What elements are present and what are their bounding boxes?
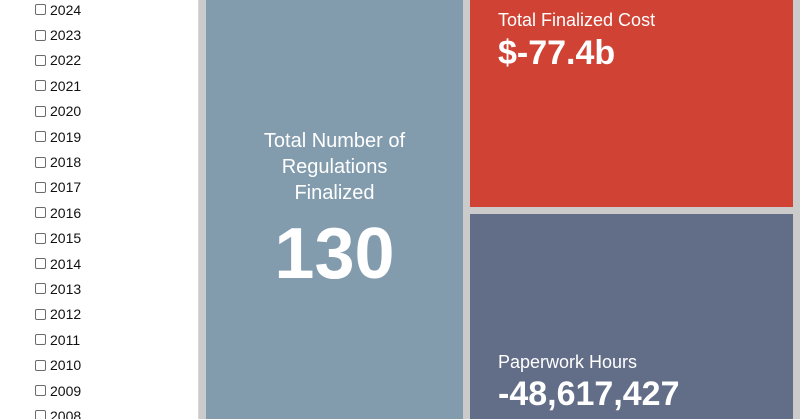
year-filter-panel: 2024 2023 2022 2021 2020 2019 2018 2017 2016 2015… [0, 0, 199, 419]
year-checkbox-2023[interactable] [35, 29, 46, 41]
year-item-2024[interactable]: 2024 [35, 0, 81, 22]
finalized-cost-tile: Total Finalized Cost $-77.4b [470, 0, 793, 207]
year-checkbox-2010[interactable] [35, 359, 46, 371]
year-item-2015[interactable]: 2015 [35, 226, 81, 251]
year-item-2017[interactable]: 2017 [35, 175, 81, 200]
year-label-2015[interactable]: 2015 [50, 230, 82, 247]
paperwork-hours-tile: Paperwork Hours -48,617,427 [470, 214, 793, 419]
year-label-2013[interactable]: 2013 [50, 280, 82, 297]
regulations-count-tile: Total Number of Regulations Finalized 13… [206, 0, 463, 419]
year-item-2019[interactable]: 2019 [35, 124, 81, 149]
year-label-2010[interactable]: 2010 [50, 357, 82, 374]
year-label-2011[interactable]: 2011 [50, 331, 81, 348]
finalized-cost-value: $-77.4b [498, 34, 616, 72]
year-label-2016[interactable]: 2016 [50, 204, 82, 221]
year-checkbox-2008[interactable] [35, 410, 46, 419]
year-label-2022[interactable]: 2022 [50, 52, 82, 69]
finalized-cost-label: Total Finalized Cost [498, 10, 656, 30]
year-checkbox-2012[interactable] [35, 308, 46, 320]
year-checkbox-2011[interactable] [35, 334, 46, 346]
year-label-2024[interactable]: 2024 [50, 1, 82, 18]
year-checkbox-2020[interactable] [35, 105, 46, 117]
year-checkbox-2021[interactable] [35, 80, 46, 92]
year-item-2012[interactable]: 2012 [35, 302, 81, 327]
year-label-2019[interactable]: 2019 [50, 128, 82, 145]
year-checkbox-2017[interactable] [35, 181, 46, 193]
year-item-2010[interactable]: 2010 [35, 352, 81, 377]
year-label-2021[interactable]: 2021 [50, 77, 82, 94]
year-item-2022[interactable]: 2022 [35, 48, 81, 73]
year-label-2014[interactable]: 2014 [50, 255, 82, 272]
year-item-2021[interactable]: 2021 [35, 73, 81, 98]
year-label-2008[interactable]: 2008 [50, 407, 82, 419]
year-checkbox-2024[interactable] [35, 4, 46, 16]
year-item-2014[interactable]: 2014 [35, 251, 81, 276]
year-item-2008[interactable]: 2008 [35, 403, 81, 419]
year-item-2013[interactable]: 2013 [35, 276, 81, 301]
year-label-2009[interactable]: 2009 [50, 382, 82, 399]
year-checkbox-2016[interactable] [35, 207, 46, 219]
year-checkbox-2018[interactable] [35, 156, 46, 168]
year-item-2009[interactable]: 2009 [35, 378, 81, 403]
year-item-2018[interactable]: 2018 [35, 149, 81, 174]
year-checkbox-2019[interactable] [35, 131, 46, 143]
year-checkbox-2022[interactable] [35, 54, 46, 66]
year-label-2023[interactable]: 2023 [50, 27, 82, 44]
year-item-2020[interactable]: 2020 [35, 99, 81, 124]
year-label-2020[interactable]: 2020 [50, 103, 82, 120]
year-label-2012[interactable]: 2012 [50, 306, 82, 323]
year-checkbox-2009[interactable] [35, 385, 46, 397]
regulations-count-label: Total Number of Regulations Finalized [263, 130, 406, 204]
year-label-2018[interactable]: 2018 [50, 154, 82, 171]
year-checkbox-list: 2024 2023 2022 2021 2020 2019 2018 2017 2016 2015… [35, 0, 81, 419]
paperwork-hours-value: -48,617,427 [498, 375, 680, 413]
year-checkbox-2014[interactable] [35, 258, 46, 270]
year-item-2023[interactable]: 2023 [35, 22, 81, 47]
regulations-count-value: 130 [274, 214, 395, 294]
year-item-2016[interactable]: 2016 [35, 200, 81, 225]
year-checkbox-2015[interactable] [35, 232, 46, 244]
year-item-2011[interactable]: 2011 [35, 327, 81, 352]
year-checkbox-2013[interactable] [35, 283, 46, 295]
year-label-2017[interactable]: 2017 [50, 179, 82, 196]
paperwork-hours-label: Paperwork Hours [498, 352, 638, 372]
